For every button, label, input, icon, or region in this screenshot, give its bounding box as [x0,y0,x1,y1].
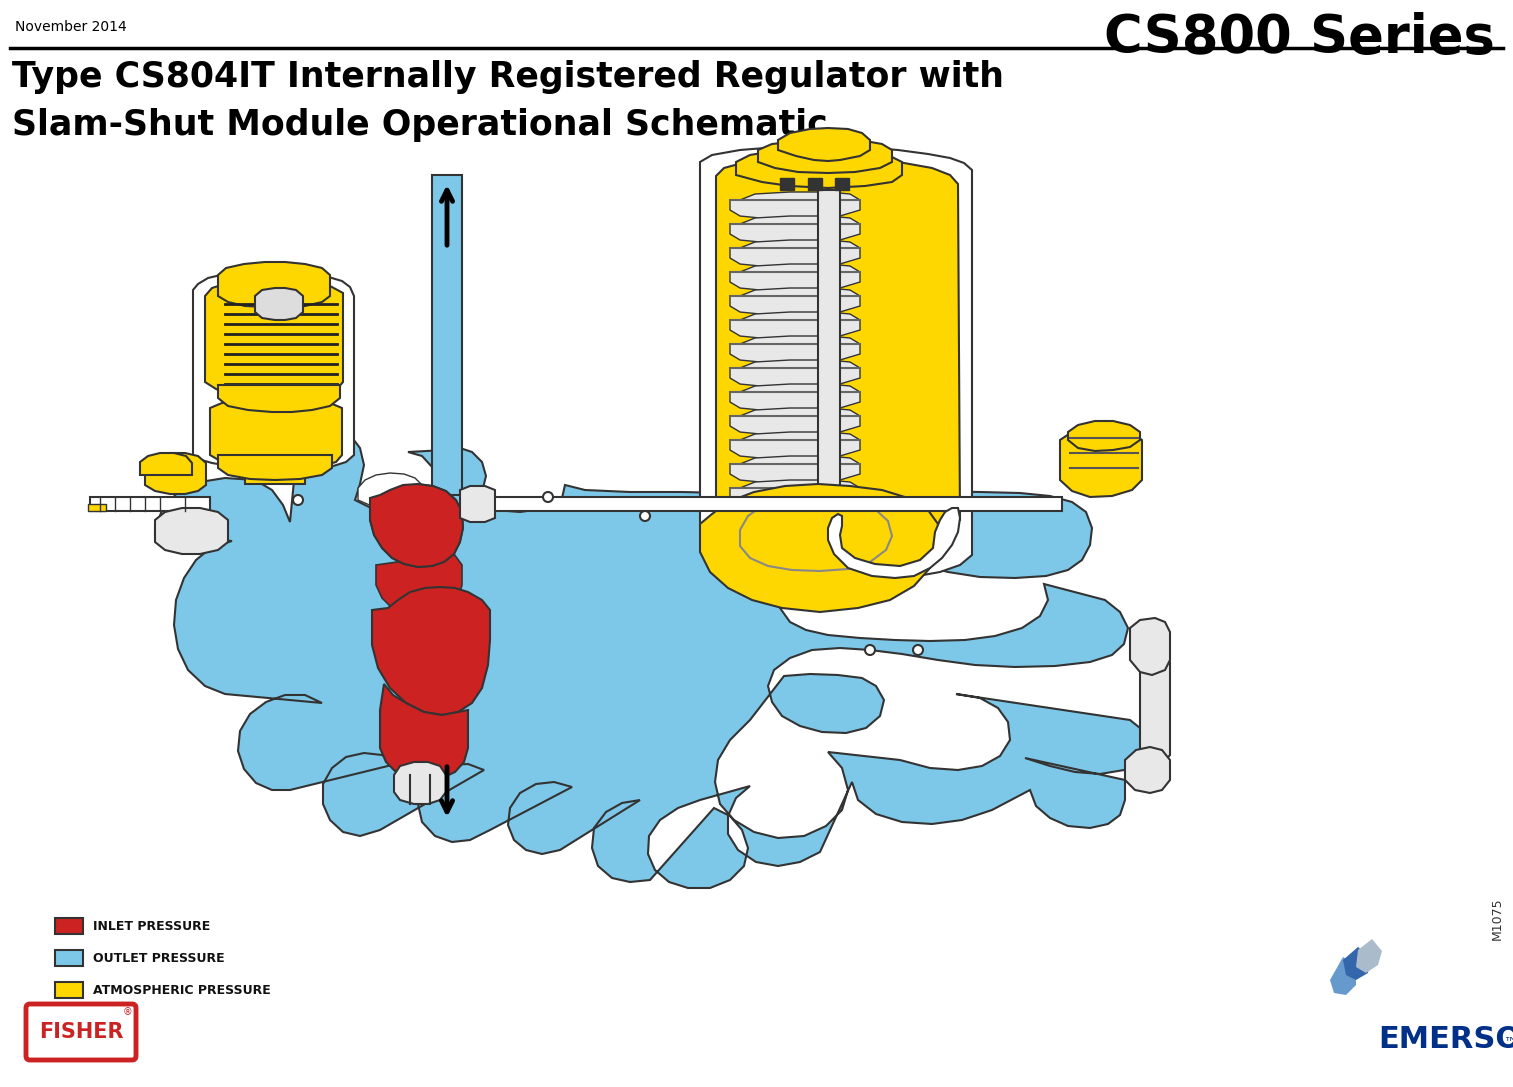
Text: November 2014: November 2014 [15,20,127,34]
Text: M1075: M1075 [1490,898,1504,940]
Bar [819,190,840,550]
Polygon shape [729,288,859,314]
Polygon shape [371,484,463,567]
Polygon shape [729,240,859,266]
Text: EMERSON: EMERSON [1378,1025,1513,1054]
Bar [461,497,1062,511]
Polygon shape [778,128,870,161]
Polygon shape [393,762,446,804]
Polygon shape [145,453,206,493]
Text: ATMOSPHERIC PRESSURE: ATMOSPHERIC PRESSURE [92,984,271,997]
Polygon shape [729,360,859,386]
Polygon shape [141,453,192,475]
Polygon shape [729,264,859,290]
Polygon shape [729,336,859,362]
Circle shape [865,645,875,655]
Polygon shape [752,502,878,560]
Bar [89,497,210,511]
Polygon shape [372,587,490,715]
Circle shape [543,492,552,502]
Polygon shape [194,272,354,471]
Polygon shape [256,288,303,320]
Bar [808,178,822,190]
Polygon shape [1139,655,1170,767]
Polygon shape [1356,939,1381,973]
Polygon shape [729,192,859,218]
Polygon shape [729,216,859,242]
Polygon shape [218,262,330,307]
FancyBboxPatch shape [26,1004,136,1060]
Polygon shape [729,384,859,410]
Bar [245,468,306,484]
Text: INLET PRESSURE: INLET PRESSURE [92,920,210,933]
Polygon shape [380,684,468,780]
Polygon shape [154,508,228,554]
Bar [54,982,83,998]
Polygon shape [716,157,961,542]
Polygon shape [740,498,893,571]
Polygon shape [154,428,1148,888]
Polygon shape [735,148,902,188]
Polygon shape [218,455,331,480]
Bar [835,178,849,190]
Text: OUTLET PRESSURE: OUTLET PRESSURE [92,951,224,964]
Circle shape [640,511,651,521]
Polygon shape [729,504,859,530]
Text: ®: ® [123,1007,132,1017]
Polygon shape [1126,747,1170,794]
Polygon shape [210,399,342,468]
Bar [88,504,106,511]
Polygon shape [729,432,859,458]
Polygon shape [758,140,893,173]
Bar [433,175,461,495]
Polygon shape [729,312,859,338]
Polygon shape [1061,428,1142,497]
Circle shape [294,495,303,505]
Polygon shape [204,280,343,400]
Polygon shape [1344,947,1369,980]
Polygon shape [359,473,424,512]
Polygon shape [729,480,859,507]
Polygon shape [1130,619,1170,675]
Bar [54,919,83,934]
Text: Type CS804IT Internally Registered Regulator with: Type CS804IT Internally Registered Regul… [12,60,1005,93]
Text: FISHER: FISHER [39,1022,123,1042]
Text: Slam-Shut Module Operational Schematic: Slam-Shut Module Operational Schematic [12,108,828,142]
Bar [54,950,83,966]
Polygon shape [701,146,971,580]
Text: ™: ™ [1504,1035,1513,1049]
Polygon shape [460,486,495,522]
Polygon shape [701,484,938,612]
Polygon shape [729,457,859,482]
Polygon shape [218,385,340,412]
Polygon shape [729,408,859,434]
Polygon shape [1068,421,1139,451]
Polygon shape [828,508,961,578]
Bar [781,178,794,190]
Polygon shape [1330,957,1356,995]
Text: CS800 Series: CS800 Series [1104,12,1495,64]
Polygon shape [371,484,463,616]
Circle shape [912,645,923,655]
